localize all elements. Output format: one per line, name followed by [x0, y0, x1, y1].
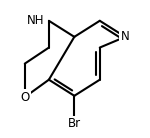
Text: NH: NH	[27, 14, 44, 27]
Text: Br: Br	[68, 117, 81, 130]
Text: O: O	[20, 91, 29, 104]
Text: N: N	[121, 30, 130, 43]
